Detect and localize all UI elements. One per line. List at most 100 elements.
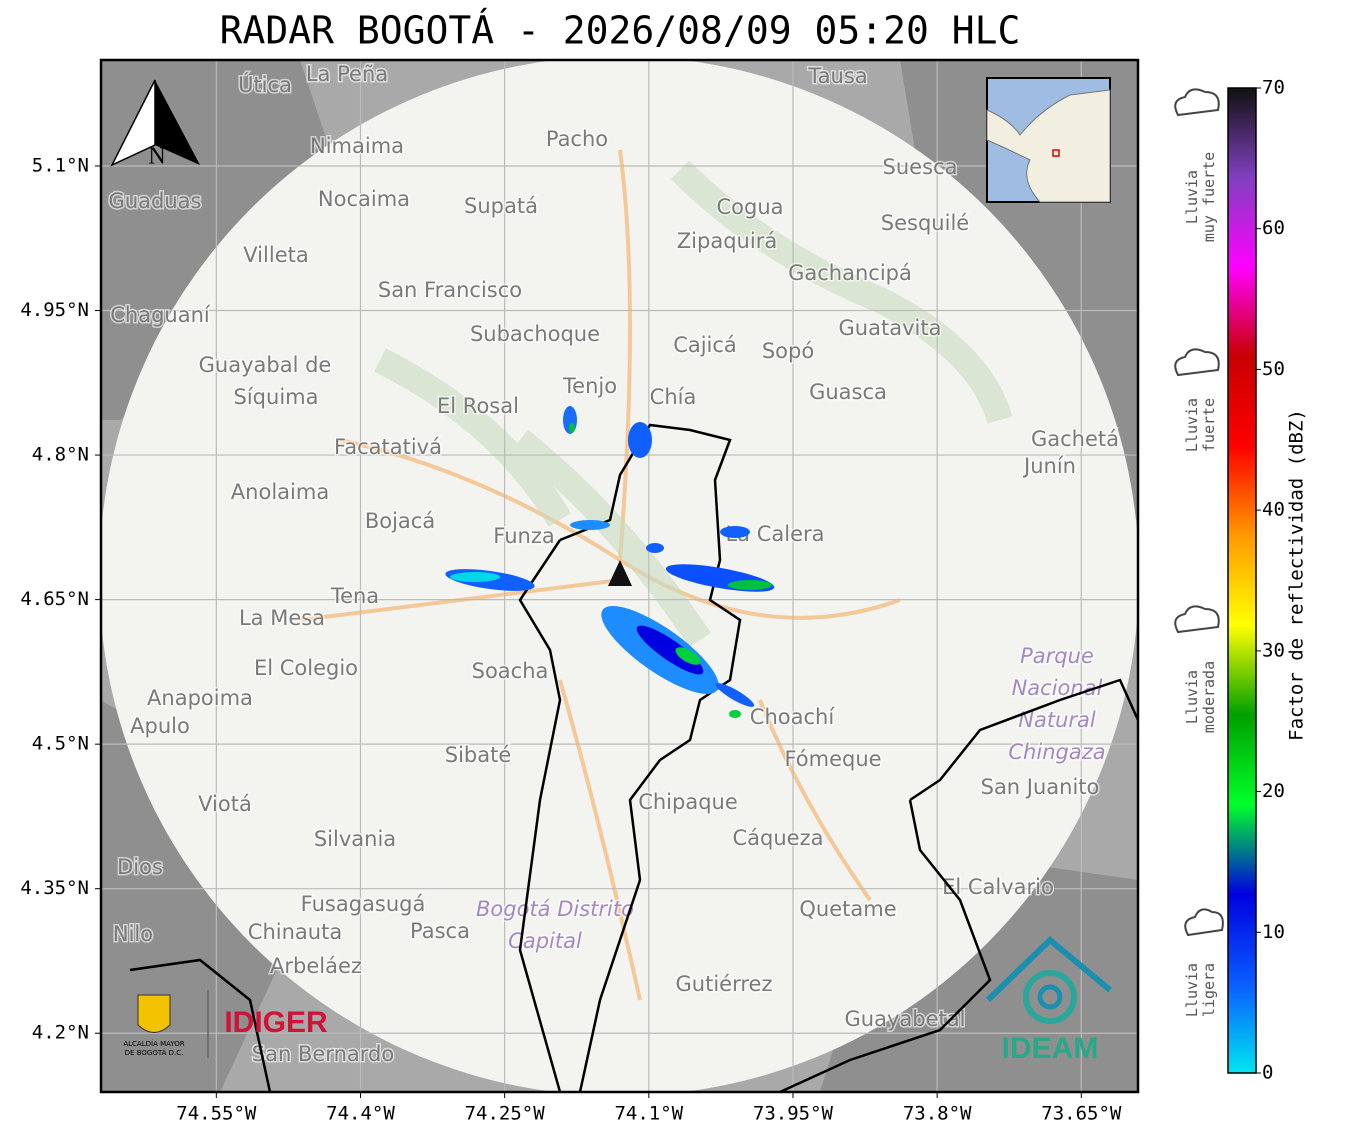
boundaries <box>129 423 1138 1092</box>
grid <box>101 60 1138 1092</box>
colorbar-tick-label: 0 <box>1262 1062 1273 1084</box>
place-label: Cáqueza <box>733 826 824 850</box>
radar-site <box>608 560 632 586</box>
place-label: Gachetá <box>1031 427 1119 451</box>
place-label: Soacha <box>472 659 549 683</box>
place-label: Anolaima <box>231 480 329 504</box>
place-label: Síquima <box>234 385 319 409</box>
place-labels: La Peña Útica Tausa Pacho Nimaima Guaduas Noca… <box>107 61 1120 1068</box>
place-label: Nimaima <box>310 134 404 158</box>
colorbar-tick-label: 60 <box>1262 217 1285 239</box>
intensity-label: fuerte <box>1200 398 1218 452</box>
weather-icons <box>1174 88 1224 937</box>
map-frame <box>99 58 1140 1094</box>
colorbar-tick-label: 70 <box>1262 77 1285 99</box>
intensity-label: Lluvia <box>1183 670 1201 724</box>
place-label: Chingaza <box>1008 740 1105 764</box>
place-label: Útica <box>238 72 292 97</box>
place-label: Guasca <box>809 380 887 404</box>
place-label: El Calvario <box>942 875 1054 899</box>
place-label: Cogua <box>716 195 783 219</box>
x-tick-label: 73.8°W <box>903 1103 972 1125</box>
y-tick-label: 4.95°N <box>20 299 89 321</box>
place-label: La Mesa <box>239 606 325 630</box>
place-label: Chinauta <box>248 920 342 944</box>
place-label: Sibaté <box>445 743 512 767</box>
place-label: Zipaquirá <box>677 229 777 253</box>
intensity-label: Lluvia <box>1183 398 1201 452</box>
place-label: Chaguaní <box>110 303 211 327</box>
place-label: Guatavita <box>839 316 942 340</box>
compass-label: N <box>148 144 165 170</box>
place-label: Guaduas <box>109 189 202 213</box>
colorbar: Factor de reflectividad (dBZ) 0 10 20 30 40 5… <box>1227 77 1308 1084</box>
place-label: Chipaque <box>638 790 738 814</box>
place-label: Nacional <box>1012 676 1103 700</box>
vegetation <box>374 160 1013 648</box>
place-label: Cajicá <box>673 333 737 357</box>
place-label: Suesca <box>883 155 958 179</box>
place-label: Supatá <box>464 194 538 218</box>
intensity-label: ligera <box>1200 963 1218 1017</box>
place-label: Silvania <box>314 827 396 851</box>
place-label: Sesquilé <box>881 211 969 235</box>
alcaldia-logo: ALCALDÍA MAYOR DE BOGOTÁ D.C. IDIGER <box>123 990 328 1058</box>
colorbar-tick-label: 30 <box>1262 639 1285 661</box>
place-label: Funza <box>493 524 554 548</box>
place-label: Fusagasugá <box>301 892 426 916</box>
x-tick-label: 73.65°W <box>1041 1103 1122 1125</box>
x-tick-label: 73.95°W <box>753 1103 834 1125</box>
place-label: Apulo <box>130 714 190 738</box>
place-label: Gachancipá <box>788 261 912 285</box>
place-label: San Francisco <box>378 278 522 302</box>
place-label: Chía <box>650 385 697 409</box>
place-label: El Rosal <box>437 394 519 418</box>
place-label: Sopó <box>762 339 814 363</box>
place-label: Subachoque <box>470 322 600 346</box>
y-tick-label: 4.5°N <box>32 733 89 755</box>
x-tick-label: 74.25°W <box>465 1103 546 1125</box>
colorbar-tick-label: 20 <box>1262 780 1285 802</box>
place-label: Parque <box>1020 644 1094 668</box>
place-label: San Juanito <box>981 775 1100 799</box>
place-label: Guayabal de <box>199 353 332 377</box>
place-label: San Bernardo <box>252 1042 394 1066</box>
place-label: Anapoima <box>147 686 253 710</box>
alcaldia-line: DE BOGOTÁ D.C. <box>125 1048 184 1057</box>
place-label: El Colegio <box>254 656 358 680</box>
place-label: Tausa <box>807 64 867 88</box>
intensity-label: muy fuerte <box>1200 152 1218 242</box>
place-label: Junín <box>1022 454 1076 478</box>
colorbar-tick-label: 40 <box>1262 499 1285 521</box>
place-label: Guayabetal <box>845 1007 966 1031</box>
alcaldia-line: ALCALDÍA MAYOR <box>123 1039 184 1048</box>
colorbar-tick-label: 10 <box>1262 921 1285 943</box>
ideam-logo: IDEAM <box>985 935 1112 1065</box>
place-label: Fómeque <box>784 747 881 771</box>
inset-map <box>986 77 1111 203</box>
place-label: Choachí <box>750 705 836 729</box>
axes: 74.55°W 74.4°W 74.25°W 74.1°W 73.95°W 73.8°W 7… <box>20 154 1122 1124</box>
place-label: Facatativá <box>334 435 442 459</box>
place-label: Tena <box>330 584 379 608</box>
y-tick-label: 4.65°N <box>20 588 89 610</box>
place-label: Nocaima <box>318 187 410 211</box>
place-label: Bojacá <box>365 509 435 533</box>
place-label: Arbeláez <box>270 954 362 978</box>
y-tick-label: 4.35°N <box>20 877 89 899</box>
place-label: Gutiérrez <box>676 972 773 996</box>
y-tick-label: 5.1°N <box>32 154 89 176</box>
y-tick-label: 4.2°N <box>32 1022 89 1044</box>
intensity-label: Lluvia <box>1183 170 1201 224</box>
place-label: Nilo <box>113 922 153 946</box>
place-label: Pasca <box>410 919 470 943</box>
x-tick-label: 74.1°W <box>614 1103 683 1125</box>
place-label: La Peña <box>306 62 388 86</box>
colorbar-label: Factor de reflectividad (dBZ) <box>1286 409 1308 741</box>
compass: N <box>110 79 200 170</box>
place-label: Tenjo <box>562 374 617 398</box>
idiger-logo: IDIGER <box>224 1006 328 1039</box>
x-tick-label: 74.4°W <box>326 1103 395 1125</box>
